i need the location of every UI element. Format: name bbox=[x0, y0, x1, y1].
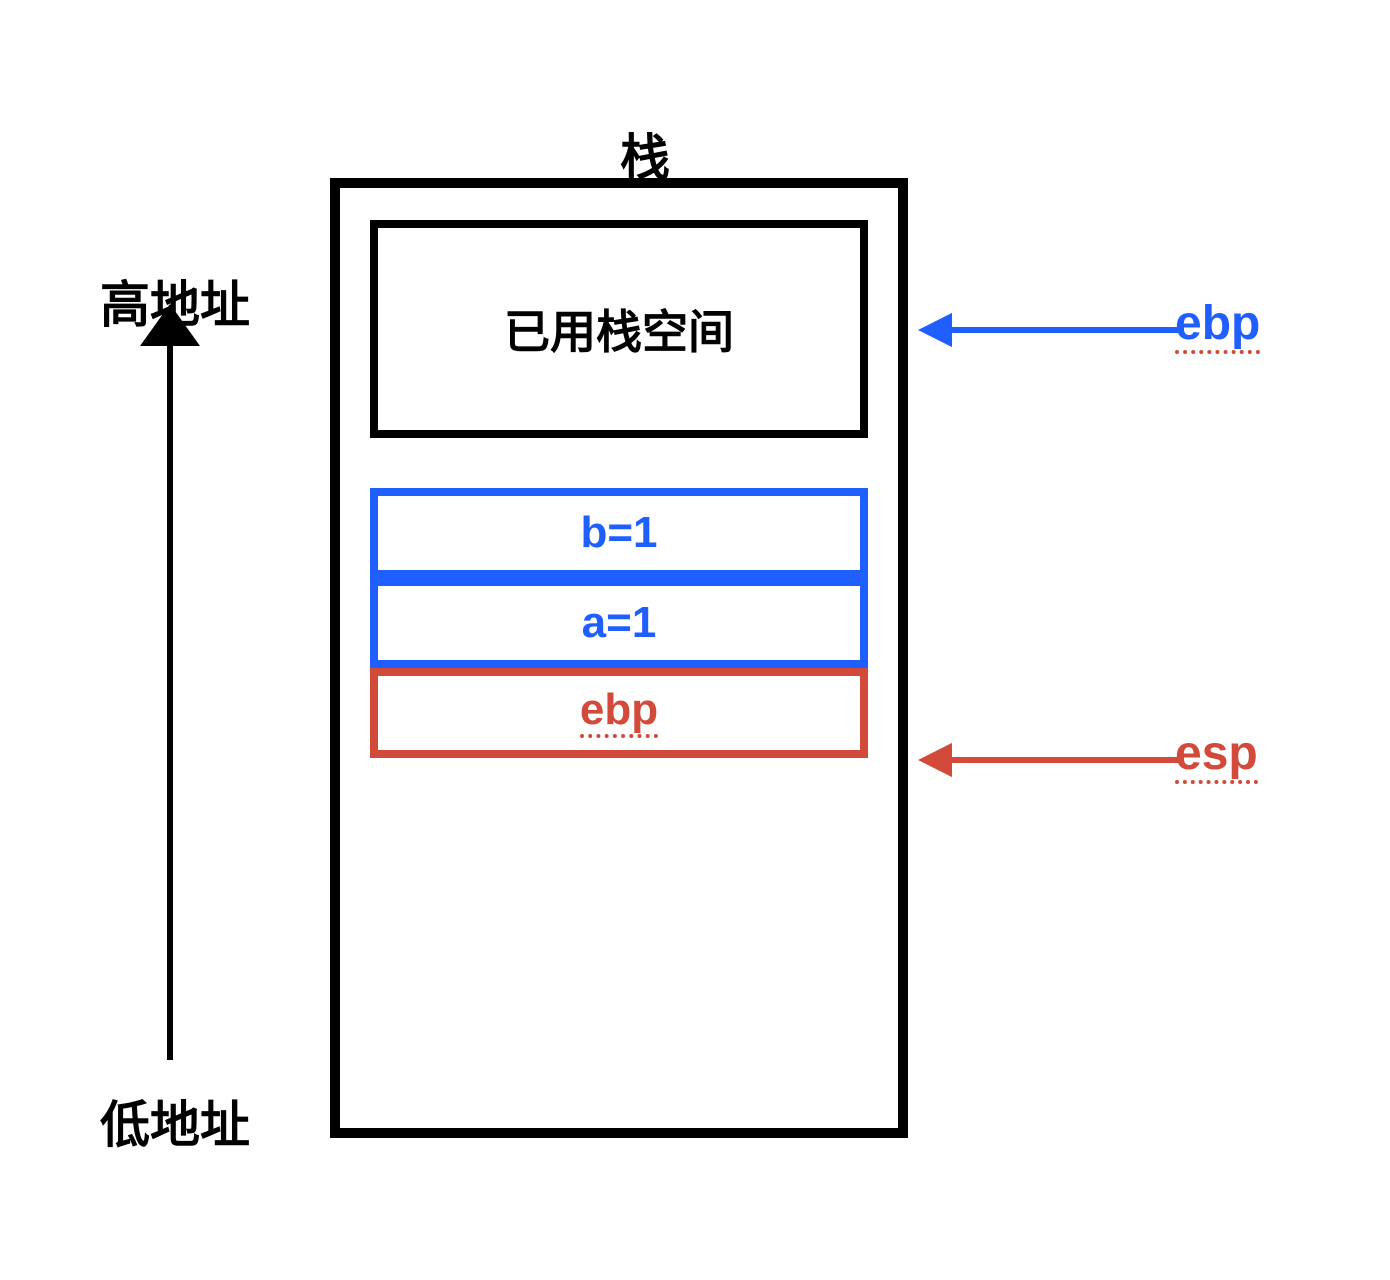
cell-a: a=1 bbox=[370, 578, 868, 668]
cell-b-label: b=1 bbox=[580, 508, 657, 558]
address-direction-arrow bbox=[134, 304, 206, 1060]
ptr-ebp-label-text: ebp bbox=[1175, 300, 1260, 354]
cell-ebp: ebp bbox=[370, 668, 868, 758]
label-low-address: 低地址 bbox=[100, 1085, 250, 1157]
ptr-ebp-arrow bbox=[913, 301, 1189, 359]
ptr-esp-label: esp bbox=[1175, 726, 1258, 784]
label-low-address-text: 低地址 bbox=[100, 1097, 250, 1153]
ptr-esp-label-text: esp bbox=[1175, 730, 1258, 784]
ptr-ebp-label: ebp bbox=[1175, 296, 1260, 354]
used-space: 已用栈空间 bbox=[370, 220, 868, 438]
used-space-label: 已用栈空间 bbox=[504, 296, 734, 362]
cell-ebp-label: ebp bbox=[580, 688, 658, 738]
diagram-container: { "canvas": { "width": 1390, "height": 1… bbox=[0, 0, 1390, 1280]
cell-b: b=1 bbox=[370, 488, 868, 578]
cell-a-label: a=1 bbox=[582, 598, 657, 648]
ptr-esp-arrow bbox=[913, 731, 1189, 789]
